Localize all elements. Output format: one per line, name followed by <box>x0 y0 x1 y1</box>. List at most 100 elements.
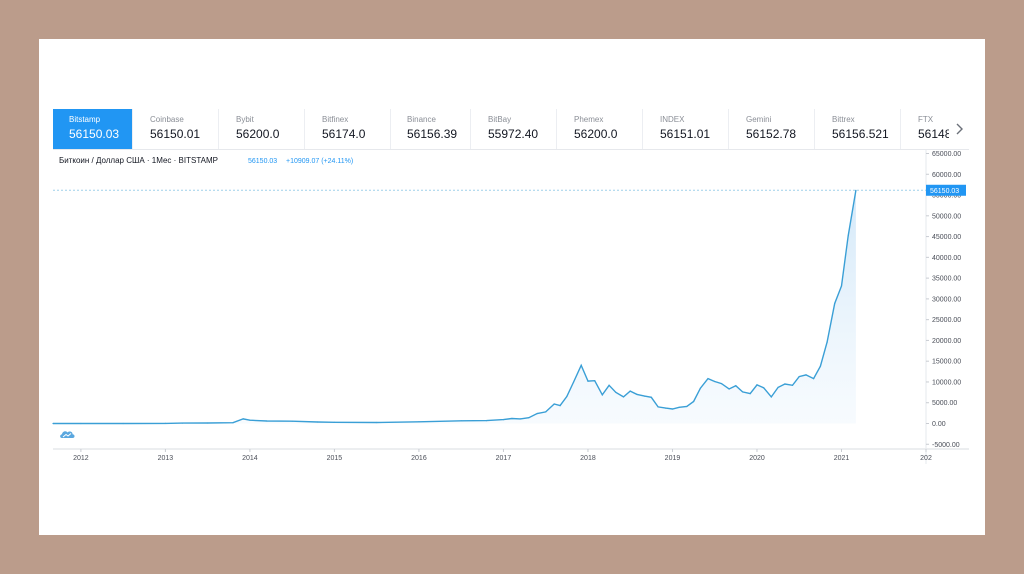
price-chart[interactable]: Биткоин / Доллар США · 1Мес · BITSTAMP 5… <box>39 39 985 535</box>
data-point <box>735 385 737 387</box>
data-point <box>671 408 674 410</box>
chart-symbol-title: Биткоин / Доллар США · 1Мес · BITSTAMP <box>59 156 218 165</box>
exchange-price: 56174.0 <box>322 127 366 141</box>
tab-exchange-bitfinex[interactable]: Bitfinex 56174.0 <box>305 109 391 149</box>
x-tick-label: 2014 <box>242 455 258 462</box>
x-tick-label: 2015 <box>327 455 343 462</box>
tab-exchange-gemini[interactable]: Gemini 56152.78 <box>729 109 815 149</box>
data-point <box>840 285 843 287</box>
slide-frame: Bitstamp 56150.03 Coinbase 56150.01 Bybit 562… <box>39 39 985 535</box>
data-point <box>587 380 589 382</box>
exchange-name: BitBay <box>488 115 512 124</box>
exchange-price: 56148 <box>918 127 952 141</box>
data-point <box>720 383 723 385</box>
tab-exchange-bitbay[interactable]: BitBay 55972.40 <box>471 109 557 149</box>
y-axis: -5000.00 0.00 5000.00 10000.00 15000.00 20000… <box>926 151 961 449</box>
last-price-badge: 56150.03 <box>926 184 966 196</box>
price-points <box>52 189 857 425</box>
data-point <box>636 393 638 395</box>
x-tick-label: 2021 <box>834 455 850 462</box>
data-point <box>756 384 758 386</box>
data-point <box>418 421 420 423</box>
data-point <box>622 396 625 398</box>
data-point <box>615 391 617 393</box>
x-tick-label: 202 <box>920 455 932 462</box>
y-tick-label: 30000.00 <box>932 296 961 303</box>
data-point <box>553 403 555 405</box>
data-point <box>316 421 319 423</box>
data-point <box>805 374 807 376</box>
y-tick-label: 55000.00 <box>932 193 961 200</box>
tab-exchange-bittrex[interactable]: Bittrex 56156.521 <box>815 109 901 149</box>
tab-exchange-coinbase[interactable]: Coinbase 56150.01 <box>133 109 219 149</box>
data-point <box>528 417 530 419</box>
tab-exchange-index[interactable]: INDEX 56151.01 <box>643 109 729 149</box>
data-point <box>460 420 462 422</box>
exchange-name: Bitstamp <box>69 115 101 124</box>
exchange-price: 56152.78 <box>746 127 797 141</box>
chart-change-value: +10909.07 (+24.11%) <box>286 158 353 165</box>
exchange-price: 55972.40 <box>488 127 539 141</box>
data-point <box>594 380 596 382</box>
y-tick-label: 65000.00 <box>932 151 961 158</box>
data-point <box>333 421 335 423</box>
y-tick-label: 45000.00 <box>932 234 961 241</box>
y-tick-label: 35000.00 <box>932 276 961 283</box>
x-tick-label: 2018 <box>580 455 596 462</box>
data-point <box>714 380 716 383</box>
data-point <box>855 189 857 191</box>
tab-exchange-ftx[interactable]: FTX 56148 <box>901 109 969 149</box>
data-point <box>665 407 667 409</box>
data-point <box>699 387 702 389</box>
data-point <box>502 419 504 421</box>
data-point <box>232 422 234 424</box>
tab-exchange-binance[interactable]: Binance 56156.39 <box>391 109 471 149</box>
data-point <box>693 400 695 403</box>
tabs-next-button[interactable] <box>949 109 969 149</box>
exchange-price: 56200.0 <box>236 127 280 141</box>
y-tick-label: 60000.00 <box>932 172 961 179</box>
x-tick-label: 2020 <box>749 455 765 462</box>
data-point <box>791 384 794 386</box>
x-axis: 2012 2013 2014 2015 2016 2017 2018 2019 2020 2021… <box>73 449 932 462</box>
data-point <box>678 406 680 408</box>
y-tick-label: 25000.00 <box>932 317 961 324</box>
chart-last-value: 56150.03 <box>248 158 277 165</box>
y-tick-label: 15000.00 <box>932 359 961 366</box>
y-tick-label: 50000.00 <box>932 213 961 220</box>
x-tick-label: 2019 <box>665 455 681 462</box>
y-tick-label: 20000.00 <box>932 338 961 345</box>
cloud-logo-icon <box>60 431 75 438</box>
data-point <box>511 417 513 420</box>
data-point <box>686 405 688 408</box>
tradingview-logo[interactable] <box>60 431 75 438</box>
data-point <box>164 422 166 424</box>
x-tick-label: 2012 <box>73 455 89 462</box>
exchange-name: Coinbase <box>150 115 184 124</box>
data-point <box>813 378 815 380</box>
last-price-label: 56150.03 <box>930 188 959 195</box>
data-point <box>847 235 849 237</box>
exchange-name: Bitfinex <box>322 115 349 124</box>
data-point <box>376 421 378 424</box>
y-tick-label: 40000.00 <box>932 255 961 262</box>
data-point <box>266 420 268 422</box>
data-point <box>742 391 744 393</box>
chevron-right-icon <box>956 123 963 135</box>
data-point <box>798 376 800 378</box>
y-tick-label: 0.00 <box>932 421 946 428</box>
data-point <box>249 419 251 421</box>
exchange-price: 56151.01 <box>660 127 711 141</box>
exchange-name: Binance <box>407 115 436 124</box>
tab-exchange-phemex[interactable]: Phemex 56200.0 <box>557 109 643 149</box>
data-point <box>763 387 765 389</box>
tab-exchange-bybit[interactable]: Bybit 56200.0 <box>219 109 305 149</box>
data-point <box>749 393 751 395</box>
data-point <box>519 418 521 420</box>
data-point <box>242 418 244 420</box>
data-point <box>207 422 209 424</box>
data-point <box>644 395 646 397</box>
exchange-tabs: Bitstamp 56150.03 Coinbase 56150.01 Bybit 562… <box>53 109 969 150</box>
data-point <box>80 422 82 425</box>
tab-exchange-bitstamp[interactable]: Bitstamp 56150.03 <box>53 109 133 149</box>
